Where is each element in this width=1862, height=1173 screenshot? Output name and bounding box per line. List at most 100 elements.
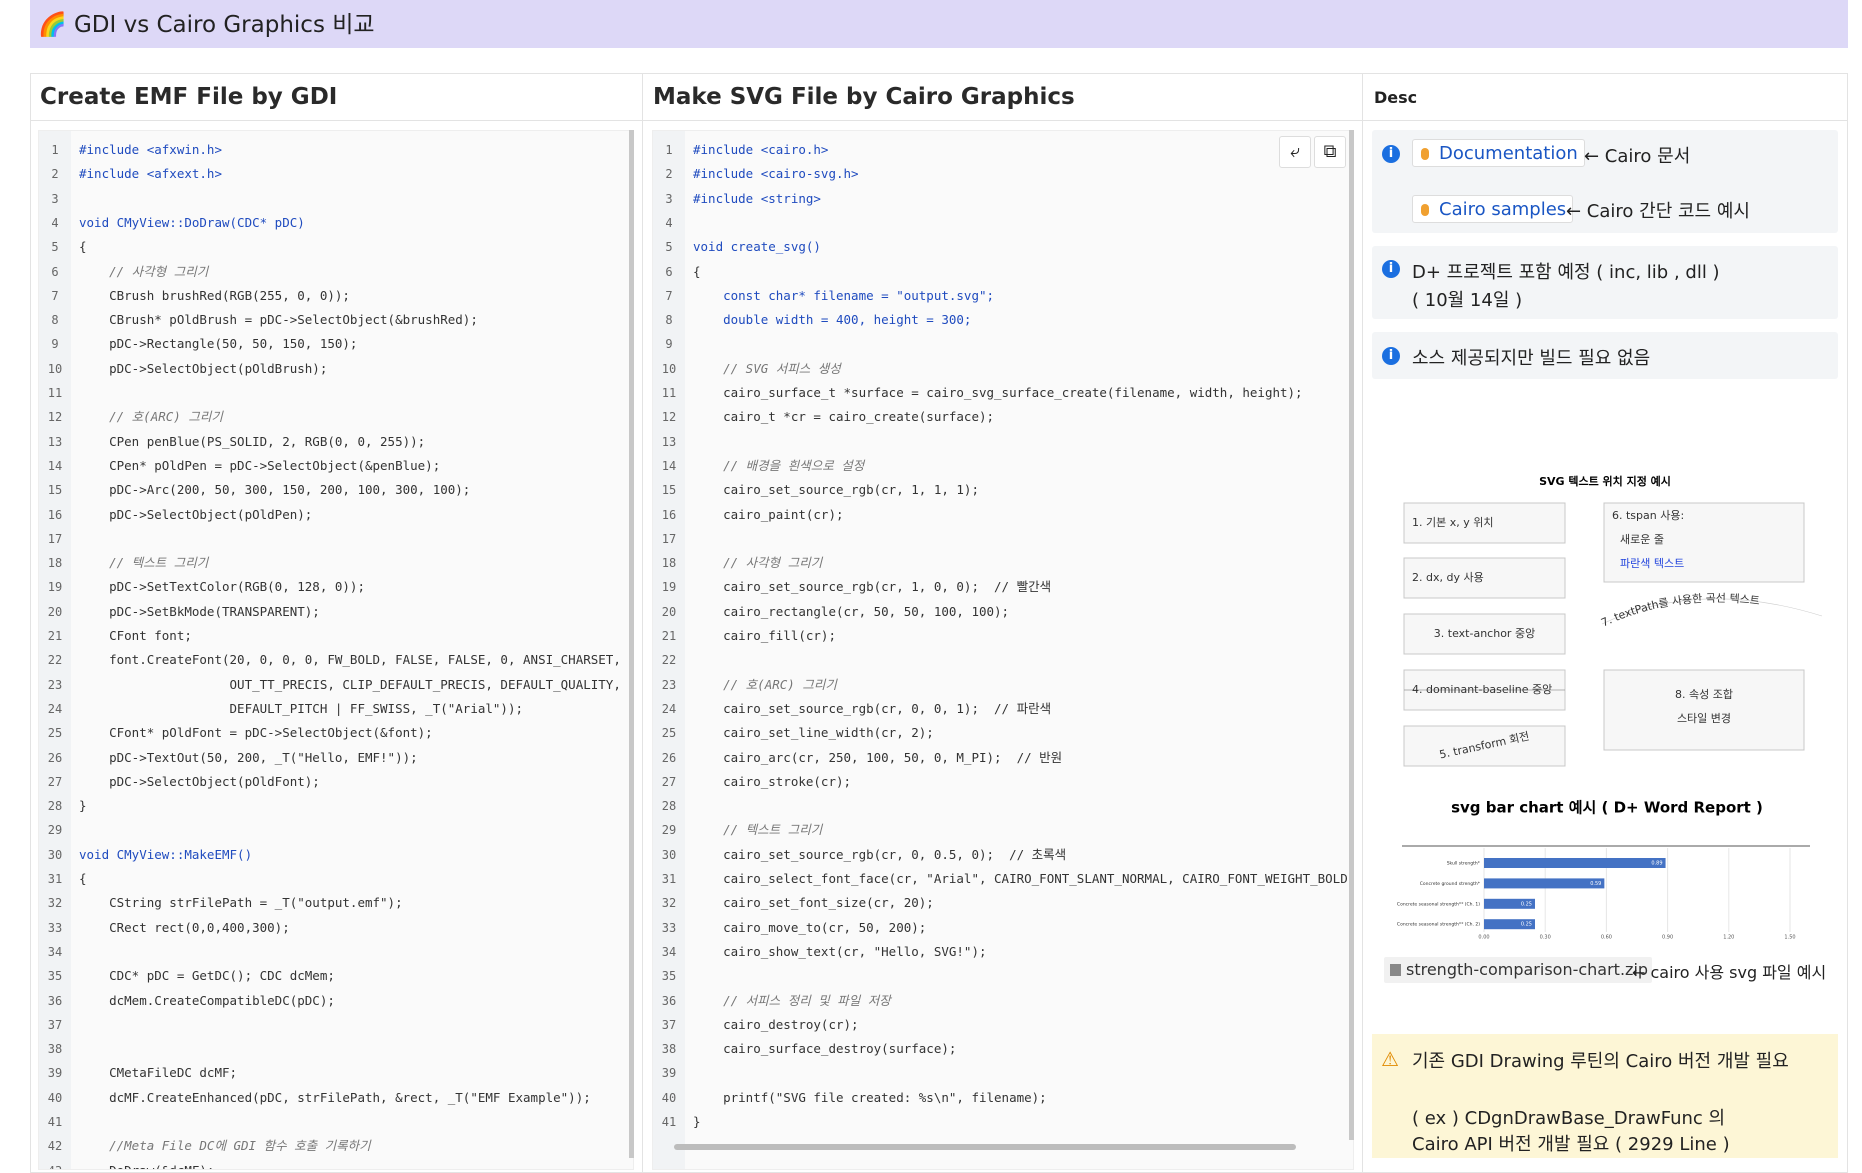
line-number: 30 (47, 847, 63, 862)
line-number: 16 (47, 507, 63, 522)
line-number: 33 (47, 920, 63, 935)
line-number: 7 (665, 288, 673, 303)
code-line: 26 pDC->TextOut(50, 200, _T("Hello, EMF!… (39, 746, 633, 770)
doc-link[interactable]: Documentation (1412, 139, 1585, 167)
line-number: 1 (665, 143, 673, 157)
code-text: pDC->SetTextColor(RGB(0, 128, 0)); (79, 579, 365, 595)
copy-button[interactable]: ⧉ (1314, 136, 1346, 168)
code-text: void create_svg() (693, 239, 821, 255)
line-number: 34 (661, 944, 677, 959)
line-number: 21 (661, 629, 677, 643)
code-line: 34 cairo_show_text(cr, "Hello, SVG!"); (653, 940, 1353, 964)
code-line: 20 cairo_rectangle(cr, 50, 50, 100, 100)… (653, 600, 1353, 624)
code-line: 10 pDC->SelectObject(pOldBrush); (39, 357, 633, 381)
code-line: 24 DEFAULT_PITCH | FF_SWISS, _T("Arial")… (39, 697, 633, 721)
code-text: dcMem.CreateCompatibleDC(pDC); (79, 992, 335, 1008)
code-text: #include <cairo-svg.h> (693, 166, 859, 182)
code-block: 1 #include <afxwin.h> 2 #include <afxext.h>… (38, 130, 634, 1170)
line-number: 24 (661, 701, 677, 716)
doc-link[interactable]: Cairo samples (1412, 195, 1574, 223)
code-line: 3 (39, 187, 633, 211)
code-text: // 배경을 흰색으로 설정 (693, 457, 865, 473)
code-line: 9 pDC->Rectangle(50, 50, 150, 150); (39, 332, 633, 356)
link-note: ← Cairo 문서 (1584, 146, 1691, 167)
file-attachment[interactable]: strength-comparison-chart.zip (1384, 957, 1653, 983)
line-number: 3 (665, 191, 673, 206)
line-number: 12 (47, 410, 63, 425)
code-text: cairo_move_to(cr, 50, 200); (693, 919, 927, 935)
code-line: 30 void CMyView::MakeEMF() (39, 843, 633, 867)
line-number: 11 (47, 386, 63, 400)
line-number: 12 (661, 410, 677, 425)
code-text: cairo_arc(cr, 250, 100, 50, 0, M_PI); //… (693, 749, 1063, 765)
code-text: CDC* pDC = GetDC(); CDC dcMem; (79, 968, 335, 984)
code-line: 27 pDC->SelectObject(pOldFont); (39, 770, 633, 794)
code-text: #include <cairo.h> (693, 142, 829, 157)
warning-text: 기존 GDI Drawing 루틴의 Cairo 버전 개발 필요 (1412, 1051, 1789, 1072)
line-number: 7 (51, 288, 59, 303)
code-text: { (79, 239, 87, 255)
code-text: DEFAULT_PITCH | FF_SWISS, _T("Arial")); (79, 700, 524, 716)
code-line: 13 (653, 430, 1353, 454)
line-number: 14 (47, 458, 63, 473)
scrollbar (674, 1144, 1296, 1150)
info-icon: i (1382, 347, 1400, 365)
code-line: 13 CPen penBlue(PS_SOLID, 2, RGB(0, 0, 2… (39, 430, 633, 454)
code-text: #include <string> (693, 190, 821, 206)
line-number: 23 (47, 677, 63, 692)
code-text: CPen penBlue(PS_SOLID, 2, RGB(0, 0, 255)… (79, 433, 426, 449)
gutter (39, 131, 71, 1169)
code-text: void CMyView::DoDraw(CDC* pDC) (79, 214, 305, 230)
code-text: const char* filename = "output.svg"; (693, 287, 995, 303)
line-number: 5 (665, 240, 673, 255)
code-line: 7 const char* filename = "output.svg"; (653, 284, 1353, 308)
line-number: 4 (665, 215, 673, 230)
code-text: // 텍스트 그리기 (79, 555, 209, 571)
code-text: pDC->SelectObject(pOldPen); (79, 506, 313, 522)
line-number: 10 (661, 361, 677, 376)
code-line: 11 (39, 381, 633, 405)
code-line: 28} (39, 794, 633, 818)
line-number: 20 (661, 604, 677, 619)
code-text: cairo_set_source_rgb(cr, 1, 0, 0); // 빨간… (693, 579, 1052, 595)
code-line: 9 (653, 332, 1353, 356)
code-text: // 서피스 정리 및 파일 저장 (693, 992, 891, 1008)
code-line: 25 cairo_set_line_width(cr, 2); (653, 721, 1353, 745)
warning-icon: ⚠ (1381, 1047, 1399, 1071)
line-number: 23 (661, 677, 677, 692)
code-line: 17 (39, 527, 633, 551)
line-number: 29 (661, 823, 677, 838)
line-number: 5 (51, 240, 59, 255)
code-line: 15 cairo_set_source_rgb(cr, 1, 1, 1); (653, 478, 1353, 502)
code-line: 29 // 텍스트 그리기 (653, 818, 1353, 842)
line-number: 13 (47, 434, 63, 449)
code-line: 17 (653, 527, 1353, 551)
info-text: 소스 제공되지만 빌드 필요 없음 (1412, 348, 1651, 369)
wrap-button[interactable]: ⤶ (1279, 136, 1311, 168)
code-line: 12 cairo_t *cr = cairo_create(surface); (653, 405, 1353, 429)
column-title: Desc (1374, 88, 1418, 107)
line-number: 40 (661, 1090, 677, 1105)
code-text: cairo_set_source_rgb(cr, 1, 1, 1); (693, 482, 979, 498)
warning-box (1372, 1034, 1838, 1158)
code-text: cairo_t *cr = cairo_create(surface); (693, 409, 995, 425)
code-line: 4 (653, 211, 1353, 235)
line-number: 27 (47, 774, 63, 789)
line-number: 3 (51, 191, 59, 206)
info-icon: i (1382, 260, 1400, 278)
code-text: OUT_TT_PRECIS, CLIP_DEFAULT_PRECIS, DEFA… (79, 676, 621, 692)
line-number: 36 (47, 993, 63, 1008)
code-line: 39 (653, 1061, 1353, 1085)
code-line: 32 CString strFilePath = _T("output.emf"… (39, 891, 633, 915)
scrollbar (1349, 130, 1354, 1140)
code-text: pDC->Rectangle(50, 50, 150, 150); (79, 336, 358, 352)
line-number: 25 (661, 726, 677, 741)
line-number: 19 (47, 580, 63, 595)
code-line: 31 cairo_select_font_face(cr, "Arial", C… (653, 867, 1353, 891)
line-number: 32 (47, 896, 63, 911)
code-line: 35 (653, 964, 1353, 988)
line-number: 9 (51, 337, 59, 352)
code-text: cairo_surface_t *surface = cairo_svg_sur… (693, 385, 1303, 400)
code-line: 30 cairo_set_source_rgb(cr, 0, 0.5, 0); … (653, 843, 1353, 867)
